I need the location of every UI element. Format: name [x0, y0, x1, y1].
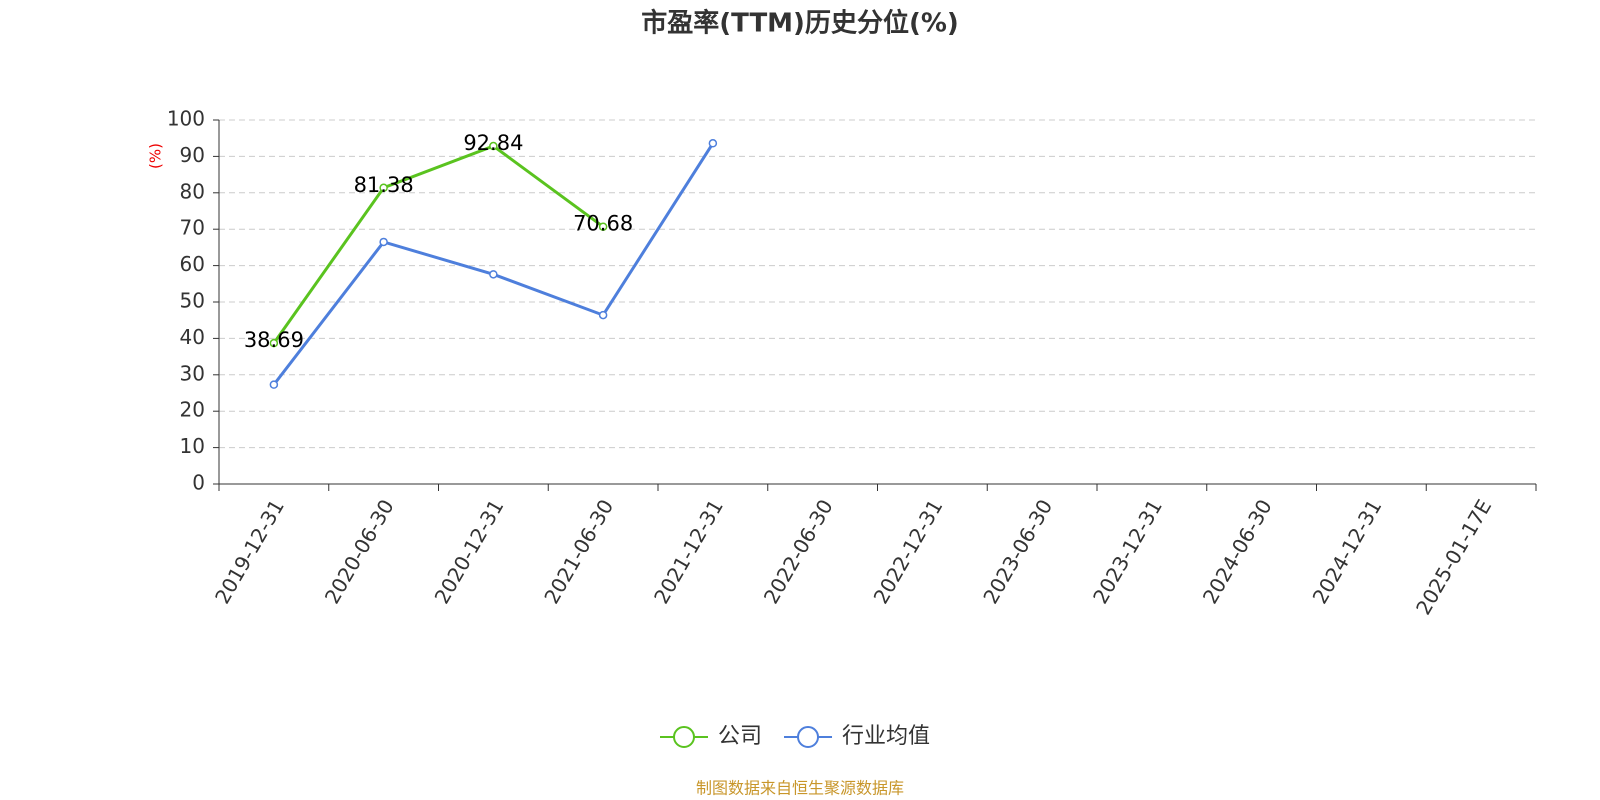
- y-tick-label: 50: [180, 289, 205, 313]
- data-point: [269, 338, 279, 348]
- x-tick-label: 2022-12-31: [869, 495, 948, 608]
- data-point: [708, 139, 718, 148]
- x-tick-label: 2021-06-30: [539, 495, 618, 608]
- data-label: 70.68: [573, 212, 633, 236]
- x-tick-label: 2022-06-30: [759, 495, 838, 608]
- y-tick-label: 80: [180, 179, 205, 203]
- x-tick-label: 2020-06-30: [320, 495, 399, 608]
- data-label: 38.69: [244, 328, 304, 352]
- data-point: [379, 183, 388, 193]
- y-tick-label: 100: [167, 107, 205, 131]
- x-tick-label: 2025-01-17E: [1411, 495, 1496, 619]
- x-tick-label: 2021-12-31: [649, 495, 728, 608]
- y-tick-label: 70: [180, 216, 205, 240]
- y-axis-label: (%): [147, 143, 165, 169]
- data-point: [489, 141, 498, 151]
- x-tick-label: 2023-06-30: [978, 495, 1057, 608]
- series-line: [272, 144, 605, 345]
- x-tick-label: 2024-06-30: [1198, 495, 1277, 608]
- y-tick-label: 10: [180, 434, 205, 458]
- legend-label: 行业均值: [842, 724, 930, 749]
- source-note: 制图数据来自恒生聚源数据库: [696, 779, 904, 798]
- y-tick-label: 90: [180, 143, 205, 167]
- data-label: 92.84: [463, 131, 523, 155]
- y-tick-label: 40: [180, 325, 205, 349]
- legend-label: 公司: [718, 724, 762, 749]
- y-tick-label: 60: [180, 252, 205, 276]
- y-tick-label: 0: [192, 471, 205, 495]
- y-tick-label: 30: [180, 361, 205, 385]
- legend-marker: [673, 726, 695, 748]
- y-tick-label: 20: [180, 398, 205, 422]
- data-point: [598, 310, 608, 320]
- x-tick-label: 2019-12-31: [210, 495, 289, 608]
- data-point: [269, 380, 279, 389]
- data-point: [598, 222, 608, 231]
- data-point: [489, 270, 498, 279]
- chart-title: 市盈率(TTM)历史分位(%): [641, 8, 959, 39]
- data-point: [379, 237, 388, 247]
- x-tick-label: 2023-12-31: [1088, 495, 1167, 608]
- x-tick-label: 2020-12-31: [430, 495, 509, 608]
- data-label: 81.38: [354, 173, 414, 197]
- series-line: [272, 142, 715, 386]
- legend-marker: [797, 726, 820, 748]
- x-tick-label: 2024-12-31: [1308, 495, 1387, 608]
